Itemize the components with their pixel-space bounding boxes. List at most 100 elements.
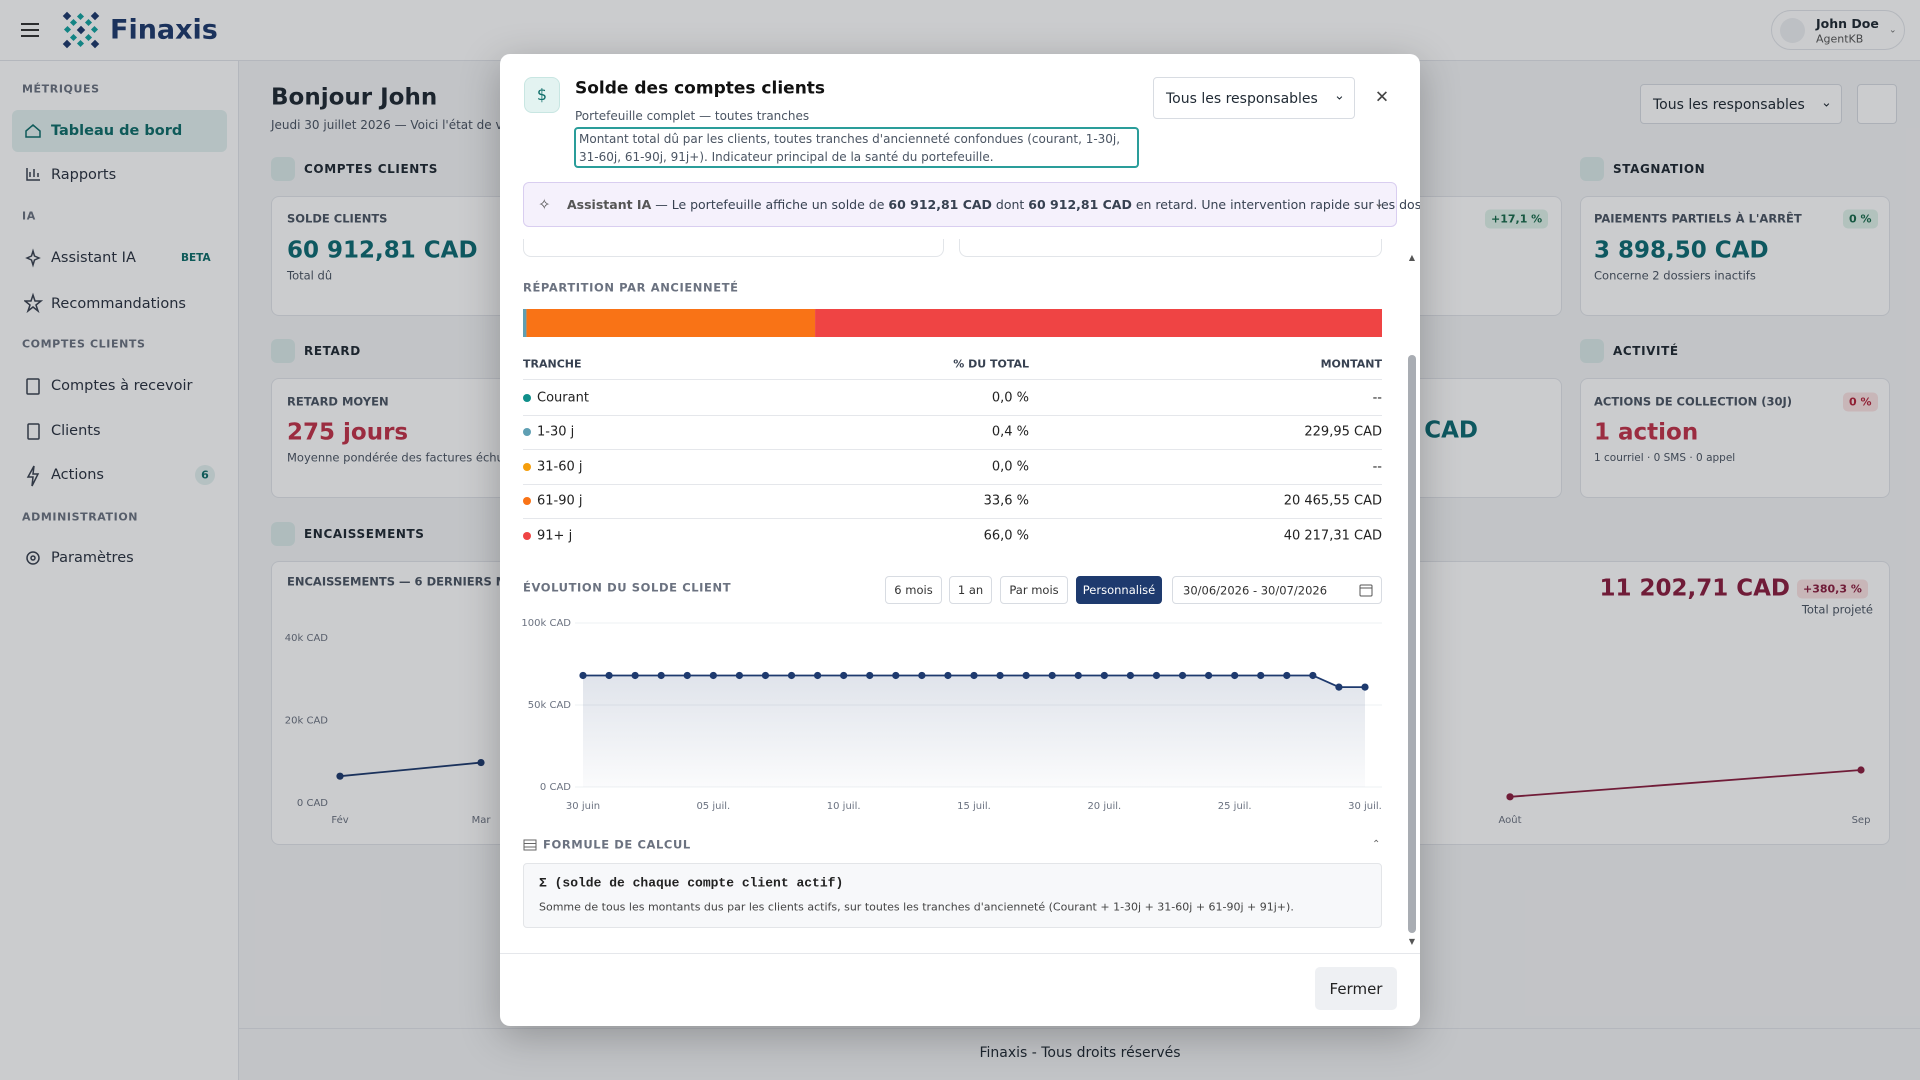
- range-button[interactable]: 1 an: [949, 576, 992, 604]
- nav-item[interactable]: Recommandations: [51, 295, 186, 312]
- brand: Finaxis: [110, 14, 218, 46]
- point: [631, 671, 639, 680]
- x-tick-label: Fév: [331, 814, 348, 826]
- chevron: ⌄: [1374, 196, 1385, 210]
- footer: Finaxis - Tous droits réservés: [979, 1045, 1181, 1061]
- refresh-button[interactable]: [1857, 84, 1897, 124]
- card-edge: [523, 239, 944, 257]
- percent-cell: 0,0 %: [991, 390, 1029, 406]
- tranche-label: 1-30 j: [537, 424, 575, 440]
- chevron: ⌄: [1821, 95, 1832, 111]
- kpi-label: PAIEMENTS PARTIELS À L'ARRÊT: [1594, 211, 1802, 226]
- scroll-down[interactable]: ▼: [1408, 937, 1416, 946]
- x-tick-label: 30 juil.: [1348, 801, 1382, 812]
- avatar: [1780, 18, 1805, 43]
- nav-item[interactable]: Actions: [51, 466, 104, 483]
- ai-part: 60 912,81 CAD: [888, 196, 992, 212]
- row-rule: [523, 449, 1382, 450]
- kpi-card: [1580, 196, 1890, 316]
- nav-item[interactable]: Tableau de bord: [51, 122, 183, 139]
- ai-part: dont: [991, 196, 1029, 212]
- point: [1074, 671, 1082, 680]
- point: [1231, 671, 1239, 680]
- scrollbar-thumb[interactable]: [1408, 355, 1416, 933]
- point: [1335, 683, 1343, 691]
- amount-cell: --: [1372, 459, 1382, 475]
- user-menu[interactable]: John Doe AgentKB ⌄: [1771, 10, 1905, 50]
- kpi-badge: 0 %: [1843, 392, 1878, 412]
- table-icon: [523, 839, 537, 851]
- modal-divider: [500, 953, 1420, 954]
- point: [840, 671, 848, 680]
- section-icon: [271, 339, 295, 363]
- x-tick-label: 05 juil.: [696, 801, 730, 812]
- sparkle-icon: ✧: [538, 195, 551, 214]
- projection-badge: +380,3 %: [1797, 579, 1868, 599]
- nav-item[interactable]: Rapports: [51, 166, 117, 183]
- modal-icon: [524, 77, 560, 113]
- range-button[interactable]: Par mois: [1000, 576, 1068, 604]
- legend-dot: [523, 532, 531, 540]
- nav-section: COMPTES CLIENTS: [22, 337, 146, 351]
- y-tick-label: 20k CAD: [285, 716, 329, 727]
- chevron: ⌄: [1334, 88, 1345, 104]
- owner-filter[interactable]: Tous les responsables ⌄: [1153, 77, 1355, 119]
- close-button[interactable]: Fermer: [1315, 967, 1397, 1010]
- point: [996, 671, 1004, 680]
- amount-cell: 40 217,31 CAD: [1283, 528, 1382, 544]
- point: [944, 671, 952, 680]
- kpi-badge: +17,1 %: [1485, 209, 1549, 229]
- scroll-up[interactable]: ▲: [1408, 253, 1416, 262]
- bar-segment: [815, 309, 1382, 337]
- nav-item[interactable]: Clients: [51, 422, 101, 439]
- greeting: Bonjour John: [271, 84, 438, 111]
- nav-item[interactable]: Assistant IA: [51, 249, 136, 266]
- close-icon[interactable]: ✕: [1374, 87, 1390, 108]
- tranche-label: 31-60 j: [537, 459, 583, 475]
- nav-item[interactable]: Comptes à recevoir: [51, 377, 193, 394]
- active-nav-bg: [12, 110, 227, 152]
- formula-box: [523, 863, 1382, 928]
- range-button[interactable]: 6 mois: [885, 576, 942, 604]
- user-name: John Doe: [1816, 15, 1879, 31]
- formula-description: Somme de tous les montants dus par les c…: [539, 900, 1294, 914]
- point: [1361, 683, 1369, 691]
- ai-label: Assistant IA: [567, 196, 652, 212]
- x-tick-label: Sep: [1852, 815, 1871, 826]
- line: [339, 761, 482, 778]
- x-tick-label: 15 juil.: [957, 801, 991, 812]
- owner-filter[interactable]: Tous les responsables ⌄: [1640, 84, 1842, 124]
- menu-button[interactable]: [21, 21, 43, 39]
- section-title: ENCAISSEMENTS: [304, 527, 425, 541]
- date-range-text: 30/06/2026 - 30/07/2026: [1183, 583, 1328, 598]
- table-header: % DU TOTAL: [953, 357, 1029, 371]
- amount-cell: 20 465,55 CAD: [1283, 493, 1382, 509]
- modal-graphics: 0 CAD 50k CAD 100k CAD 30 juin 05 juil. 10 ju…: [521, 309, 1382, 812]
- row-rule: [523, 484, 1382, 485]
- section-title: COMPTES CLIENTS: [304, 162, 438, 176]
- nav-section: MÉTRIQUES: [22, 82, 100, 96]
- projection-note: Total projeté: [1801, 602, 1873, 617]
- point: [579, 671, 587, 680]
- ai-banner[interactable]: ✧ Assistant IA — Le portefeuille affiche…: [523, 182, 1420, 227]
- percent-cell: 0,4 %: [991, 424, 1029, 440]
- date-range[interactable]: 30/06/2026 - 30/07/2026: [1172, 576, 1382, 604]
- point: [814, 671, 822, 680]
- point: [1283, 671, 1291, 680]
- legend-dot: [523, 463, 531, 471]
- point: [1048, 671, 1056, 680]
- legend-dot: [523, 497, 531, 505]
- point: [1309, 671, 1317, 680]
- nav-badge: 6: [201, 468, 209, 482]
- kpi-note: Moyenne pondérée des factures échues: [287, 450, 517, 465]
- kpi-value: 1 action: [1594, 419, 1699, 446]
- nav-item[interactable]: Paramètres: [51, 549, 134, 566]
- range-button[interactable]: Personnalisé: [1076, 576, 1162, 604]
- point: [1022, 671, 1030, 680]
- kpi-card: [1580, 378, 1890, 498]
- kpi-note: 1 courriel · 0 SMS · 0 appel: [1594, 451, 1736, 464]
- point: [683, 671, 691, 680]
- point: [477, 758, 485, 767]
- collapse-icon[interactable]: ⌃: [1372, 839, 1381, 850]
